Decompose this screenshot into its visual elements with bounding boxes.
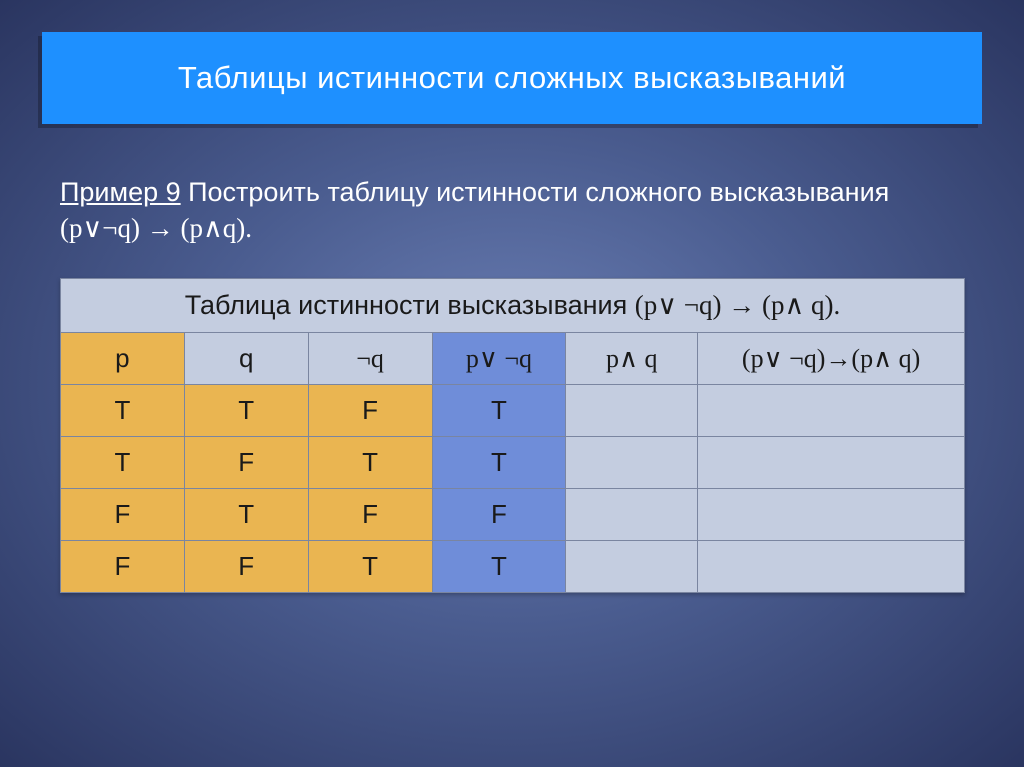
cell-p: T [61, 385, 185, 437]
slide-title-bar: Таблицы истинности сложных высказываний [42, 32, 982, 124]
cell-or: T [432, 541, 566, 593]
cell-q: F [184, 437, 308, 489]
cell-imp [698, 541, 965, 593]
table-row: F F T T [61, 541, 965, 593]
table-row: T T F T [61, 385, 965, 437]
hdr-p: p [61, 333, 185, 385]
cell-q: T [184, 385, 308, 437]
cell-or: T [432, 385, 566, 437]
cell-and [566, 385, 698, 437]
hdr-or: p∨ ¬q [432, 333, 566, 385]
cell-imp [698, 489, 965, 541]
hdr-and: p∧ q [566, 333, 698, 385]
cell-and [566, 489, 698, 541]
hdr-imp: (p∨ ¬q)→(p∧ q) [698, 333, 965, 385]
cell-p: F [61, 489, 185, 541]
table-row: T F T T [61, 437, 965, 489]
hdr-q: q [184, 333, 308, 385]
cell-p: T [61, 437, 185, 489]
table-header-row: p q ¬q p∨ ¬q p∧ q (p∨ ¬q)→(p∧ q) [61, 333, 965, 385]
cell-imp [698, 385, 965, 437]
cell-nq: F [308, 385, 432, 437]
cell-and [566, 541, 698, 593]
table-caption-row: Таблица истинности высказывания (p∨ ¬q) … [61, 279, 965, 333]
caption-prefix: Таблица истинности высказывания [185, 290, 635, 320]
cell-nq: F [308, 489, 432, 541]
cell-imp [698, 437, 965, 489]
cell-nq: T [308, 541, 432, 593]
table-row: F T F F [61, 489, 965, 541]
cell-or: T [432, 437, 566, 489]
example-text: Пример 9 Построить таблицу истинности сл… [60, 174, 960, 247]
truth-table: Таблица истинности высказывания (p∨ ¬q) … [60, 278, 965, 593]
cell-p: F [61, 541, 185, 593]
slide-title: Таблицы истинности сложных высказываний [178, 60, 846, 96]
cell-or: F [432, 489, 566, 541]
cell-nq: T [308, 437, 432, 489]
hdr-not-q: ¬q [308, 333, 432, 385]
cell-q: F [184, 541, 308, 593]
example-body: Построить таблицу истинности сложного вы… [181, 177, 890, 207]
caption-formula: (p∨ ¬q) → (p∧ q). [635, 290, 840, 320]
example-formula: (p∨¬q) → (p∧q). [60, 213, 252, 243]
example-label: Пример 9 [60, 177, 181, 207]
table-caption: Таблица истинности высказывания (p∨ ¬q) … [61, 279, 965, 333]
cell-q: T [184, 489, 308, 541]
cell-and [566, 437, 698, 489]
